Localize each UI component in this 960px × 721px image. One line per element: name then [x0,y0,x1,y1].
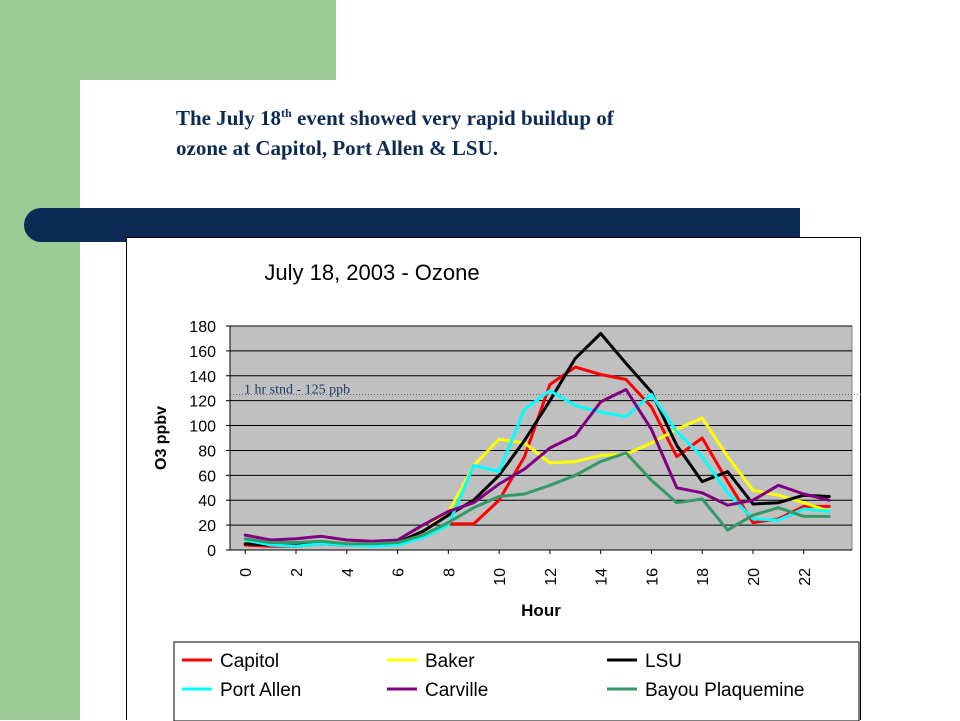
x-axis-label: Hour [521,601,561,620]
y-tick-label: 140 [189,369,216,386]
x-tick-label: 16 [644,568,661,586]
x-tick-label: 8 [441,568,458,577]
legend-box [173,641,860,721]
series-group [243,332,831,548]
y-tick-label: 80 [198,443,216,460]
y-tick-label: 20 [198,518,216,535]
y-tick-labels: 0 20 40 60 80 100 120 140 160 180 [189,319,216,560]
green-top-band [0,0,336,80]
x-tick-label: 4 [340,568,357,577]
x-tick-label: 10 [492,568,509,586]
x-tick-label: 22 [797,568,814,586]
y-tick-label: 120 [189,394,216,411]
x-tick-labels: 0 2 4 6 8 10 12 14 16 18 20 22 [238,568,814,586]
y-tick-label: 0 [207,543,216,560]
series-line-bayou-plaquemine [243,451,831,546]
ozone-line-chart: July 18, 2003 - Ozone 1 hr stnd - 125 pp… [153,260,862,721]
legend-label-baker: Baker [425,651,475,672]
legend-label-port-allen: Port Allen [220,680,301,701]
green-side-band [0,0,80,720]
x-tick-label: 12 [543,568,560,586]
y-tick-label: 100 [189,419,216,436]
y-axis-label: O3 ppbv [153,406,170,470]
x-tick-label: 2 [289,568,306,577]
x-tick-label: 18 [695,568,712,586]
y-tick-label: 40 [198,493,216,510]
chart-frame: July 18, 2003 - Ozone 1 hr stnd - 125 pp… [126,237,862,721]
slide-title-part2: event showed very rapid buildup of [291,106,614,130]
title-divider-bar [24,208,800,242]
reference-line-label: 1 hr stnd - 125 ppb [244,382,350,397]
plot-area [229,325,853,551]
slide-title-superscript: th [281,106,292,120]
x-tick-label: 0 [238,568,255,577]
white-rounded-corner [80,80,160,160]
gridlines [226,325,852,554]
legend-label-lsu: LSU [645,651,682,672]
legend: Capitol Baker LSU Port Allen Carville Bayou P… [182,651,805,701]
chart-title: July 18, 2003 - Ozone [264,260,479,285]
slide-title-part1: The July 18 [176,106,282,130]
x-tick-label: 20 [746,568,763,586]
y-tick-label: 60 [198,468,216,485]
y-tick-label: 160 [189,344,216,361]
x-tick-label: 14 [594,568,611,586]
slide-title: The July 18th event showed very rapid bu… [176,103,796,163]
series-line-carville [243,388,831,543]
legend-label-capitol: Capitol [220,651,279,672]
y-tick-label: 180 [189,319,216,336]
legend-label-bayou-plaquemine: Bayou Plaquemine [645,680,805,701]
slide-title-line2: ozone at Capitol, Port Allen & LSU. [176,136,498,160]
x-tick-label: 6 [391,568,408,577]
legend-label-carville: Carville [425,680,488,701]
